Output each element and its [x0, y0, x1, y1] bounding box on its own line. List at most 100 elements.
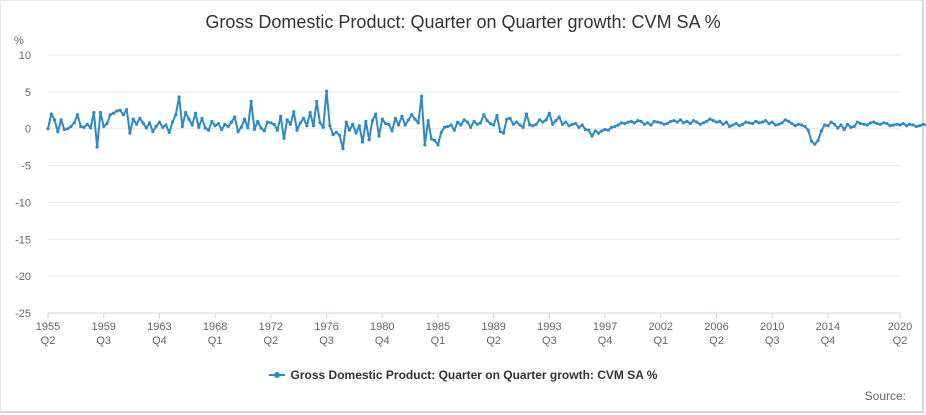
- data-point: [344, 120, 348, 124]
- x-tick-label-year: 1976: [314, 321, 338, 333]
- data-point: [292, 110, 296, 114]
- data-point: [819, 129, 823, 133]
- data-point: [446, 124, 450, 129]
- data-point: [767, 121, 771, 126]
- data-point: [505, 117, 509, 121]
- data-point: [642, 122, 647, 126]
- data-point: [806, 128, 810, 132]
- data-point: [731, 123, 735, 127]
- data-point: [773, 123, 778, 127]
- data-point: [531, 124, 535, 128]
- y-tick-label: 10: [19, 50, 31, 62]
- data-point: [691, 119, 696, 123]
- data-point: [282, 136, 286, 140]
- data-point: [328, 124, 332, 128]
- data-point: [338, 133, 342, 137]
- x-tick-label-quarter: Q1: [208, 335, 223, 347]
- data-point: [413, 117, 417, 121]
- data-point: [308, 110, 312, 115]
- legend-symbol: [268, 370, 285, 380]
- data-point: [121, 113, 125, 117]
- x-tick-label-quarter: Q3: [96, 335, 111, 347]
- legend[interactable]: Gross Domestic Product: Quarter on Quart…: [0, 368, 926, 382]
- data-point: [180, 124, 184, 129]
- data-point: [718, 119, 722, 123]
- data-point: [279, 114, 283, 118]
- data-point: [508, 116, 512, 120]
- data-point: [868, 121, 873, 125]
- data-point: [387, 122, 391, 126]
- data-point: [573, 121, 578, 126]
- data-point: [564, 120, 568, 124]
- data-point: [141, 121, 145, 125]
- data-point: [429, 137, 433, 141]
- data-point: [534, 122, 538, 126]
- data-point: [613, 124, 617, 129]
- data-point: [216, 121, 220, 126]
- data-point: [315, 99, 319, 104]
- x-tick-label-year: 1968: [203, 321, 227, 333]
- data-point: [164, 123, 168, 127]
- data-point: [577, 125, 581, 129]
- data-point: [587, 128, 591, 132]
- data-point: [901, 121, 905, 126]
- data-point: [547, 111, 551, 115]
- data-point: [675, 120, 679, 124]
- data-point: [521, 125, 525, 129]
- y-tick-label: -15: [15, 234, 31, 246]
- data-point: [98, 110, 103, 115]
- data-point: [708, 117, 712, 121]
- data-point: [62, 127, 66, 132]
- data-point: [357, 124, 361, 128]
- x-tick-label-year: 1993: [537, 321, 561, 333]
- data-point: [760, 120, 764, 124]
- data-point: [262, 129, 266, 133]
- data-point: [914, 124, 918, 129]
- data-point: [144, 126, 148, 130]
- data-point: [184, 110, 188, 115]
- data-point: [200, 116, 204, 120]
- data-point: [478, 121, 483, 125]
- data-point: [256, 119, 260, 123]
- data-point: [528, 123, 532, 127]
- data-point: [623, 121, 627, 126]
- x-tick-label-year: 1972: [259, 321, 283, 333]
- data-point: [786, 119, 791, 123]
- x-tick-label-year: 2006: [704, 321, 728, 333]
- data-point: [233, 115, 237, 119]
- legend-label[interactable]: Gross Domestic Product: Quarter on Quart…: [290, 368, 658, 382]
- data-point: [567, 124, 571, 128]
- data-point: [724, 120, 728, 124]
- x-tick-label-year: 1963: [147, 321, 171, 333]
- data-point: [393, 116, 397, 120]
- data-point: [285, 118, 289, 122]
- x-tick-label-year: 1997: [593, 321, 617, 333]
- data-point: [754, 119, 758, 123]
- data-point: [229, 120, 234, 124]
- series-gdp-growth[interactable]: [46, 89, 926, 281]
- data-point: [737, 124, 742, 128]
- data-point: [678, 118, 683, 122]
- data-point: [419, 94, 424, 98]
- data-point: [305, 124, 309, 128]
- data-point: [829, 120, 833, 124]
- data-point: [367, 138, 371, 142]
- data-point: [341, 147, 345, 151]
- data-point: [465, 120, 470, 124]
- chart-title: Gross Domestic Product: Quarter on Quart…: [205, 12, 721, 32]
- data-point: [243, 117, 247, 121]
- data-point: [265, 120, 270, 124]
- data-point: [921, 122, 925, 126]
- data-point: [475, 122, 479, 126]
- data-point: [56, 130, 60, 134]
- data-point: [203, 126, 207, 130]
- data-point: [495, 113, 499, 118]
- data-point: [560, 122, 565, 126]
- data-point: [823, 123, 827, 127]
- y-tick-label: -20: [15, 271, 31, 283]
- data-point: [125, 107, 129, 112]
- data-point: [908, 122, 912, 126]
- data-point: [826, 124, 830, 128]
- data-point: [416, 121, 420, 125]
